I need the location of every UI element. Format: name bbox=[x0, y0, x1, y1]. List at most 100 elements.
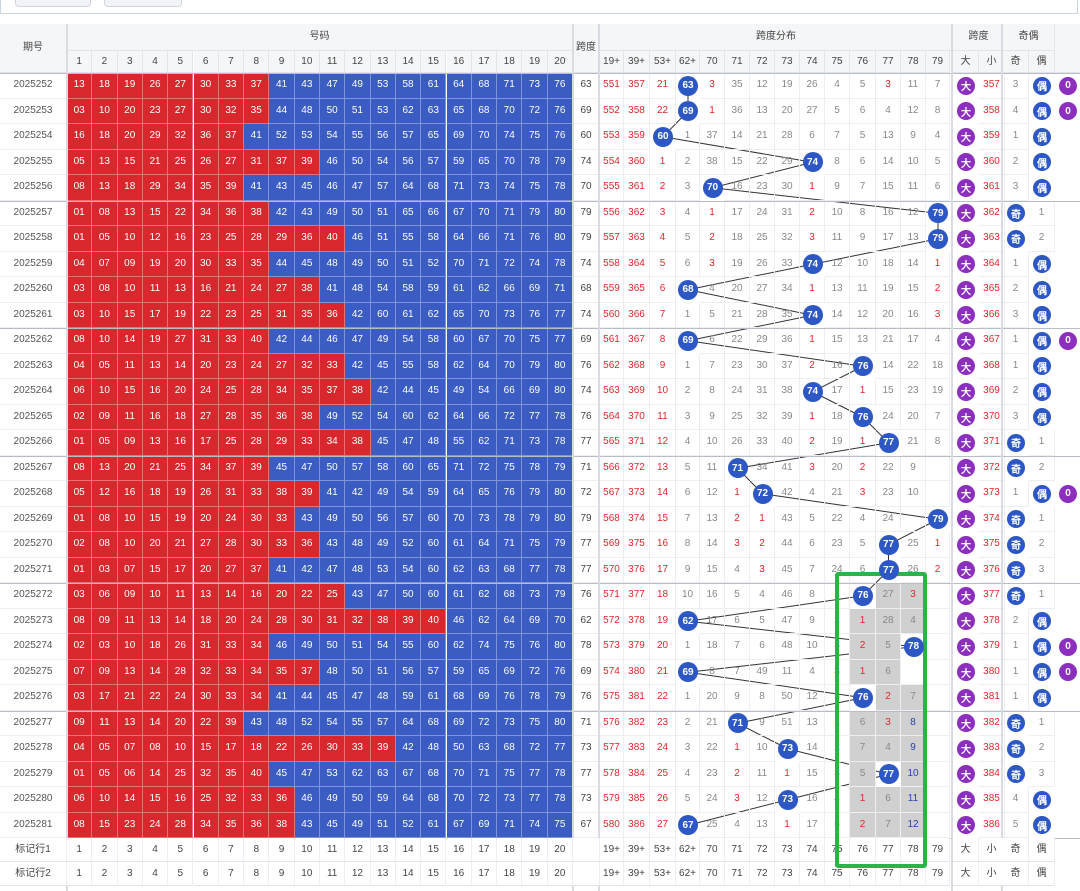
even-ball: 偶 bbox=[1033, 306, 1051, 325]
drawn-number: 49 bbox=[320, 506, 346, 532]
drawn-number: 26 bbox=[168, 634, 194, 660]
drawn-number: 79 bbox=[522, 481, 548, 507]
span-dist-cell: 6 bbox=[800, 124, 825, 150]
drawn-number: 50 bbox=[345, 149, 371, 175]
drawn-number: 58 bbox=[421, 226, 447, 252]
span-dist-cell: 4 bbox=[676, 761, 700, 787]
span-dist-cell: 6 bbox=[850, 710, 876, 736]
span-dist-cell: 2 bbox=[850, 455, 876, 481]
drawn-number: 10 bbox=[117, 532, 143, 558]
big-ball: 大 bbox=[957, 102, 975, 121]
span-dist-cell: 5 bbox=[700, 302, 725, 328]
drawn-number: 37 bbox=[218, 124, 245, 150]
span-dist-cell: 7 bbox=[676, 506, 700, 532]
span-value: 76 bbox=[573, 353, 600, 379]
drawn-number: 14 bbox=[142, 761, 169, 787]
drawn-number: 71 bbox=[497, 226, 523, 252]
span-dist-cell: 26 bbox=[725, 430, 750, 456]
footer-bucket: 79 bbox=[926, 862, 950, 886]
big-ball: 大 bbox=[957, 76, 975, 95]
span-marker: 380 bbox=[624, 659, 650, 685]
drawn-number: 45 bbox=[320, 685, 346, 711]
span-header: 跨度 bbox=[573, 24, 600, 73]
drawn-number: 08 bbox=[92, 532, 118, 558]
drawn-number: 37 bbox=[269, 149, 295, 175]
even-ball: 偶 bbox=[1033, 255, 1051, 274]
drawn-number: 10 bbox=[92, 98, 118, 124]
drawn-number: 29 bbox=[142, 175, 169, 201]
span-dist-cell: 2 bbox=[700, 226, 725, 252]
toolbar-button-left[interactable] bbox=[15, 0, 91, 7]
drawn-number: 34 bbox=[320, 430, 346, 456]
drawn-number: 41 bbox=[320, 277, 346, 303]
span-marker: 358 bbox=[624, 98, 650, 124]
span-hit-ball: 76 bbox=[853, 356, 873, 377]
extra-ball: 0 bbox=[1059, 331, 1077, 350]
span-dist-cell: 48 bbox=[775, 634, 800, 660]
drawn-number: 65 bbox=[446, 302, 472, 328]
drawn-number: 14 bbox=[117, 787, 143, 813]
span-dist-cell bbox=[926, 634, 950, 660]
span-dist-cell: 8 bbox=[700, 379, 725, 405]
span-dist-cell: 14 bbox=[800, 736, 825, 762]
drawn-number: 17 bbox=[193, 430, 219, 456]
span-dist-cell: 5 bbox=[876, 634, 901, 660]
drawn-number: 48 bbox=[269, 710, 295, 736]
drawn-number: 08 bbox=[92, 200, 118, 226]
drawn-number: 36 bbox=[320, 302, 346, 328]
drawn-number: 30 bbox=[244, 506, 270, 532]
toolbar-button-right[interactable] bbox=[104, 0, 182, 7]
period-cell: 2025277 bbox=[0, 710, 67, 736]
drawn-number: 33 bbox=[244, 787, 270, 813]
span-marker: 383 bbox=[624, 736, 650, 762]
span-dist-cell: 8 bbox=[825, 149, 850, 175]
footer-number: 19 bbox=[522, 838, 548, 862]
big-ball: 大 bbox=[957, 790, 975, 809]
span-marker: 566 bbox=[600, 455, 624, 481]
period-cell: 2025254 bbox=[0, 124, 67, 150]
footer-number: 16 bbox=[446, 838, 472, 862]
drawn-number: 50 bbox=[345, 506, 371, 532]
drawn-number: 47 bbox=[345, 685, 371, 711]
drawn-number: 24 bbox=[193, 379, 219, 405]
drawn-number: 42 bbox=[269, 328, 295, 354]
drawn-number: 74 bbox=[497, 124, 523, 150]
drawn-number: 45 bbox=[294, 175, 320, 201]
span-dist-cell: 3 bbox=[825, 634, 850, 660]
span-dist-cell: 13 bbox=[700, 506, 725, 532]
drawn-number: 59 bbox=[421, 277, 447, 303]
span-dist-cell: 9 bbox=[850, 226, 876, 252]
drawn-number: 52 bbox=[269, 124, 295, 150]
drawn-number: 71 bbox=[497, 812, 523, 838]
span-dist-cell: 16 bbox=[901, 302, 926, 328]
big-ball: 大 bbox=[957, 204, 975, 223]
even-ball: 偶 bbox=[1033, 637, 1051, 656]
drawn-number: 70 bbox=[446, 251, 472, 277]
span-hit-ball: 68 bbox=[678, 279, 698, 300]
drawn-number: 54 bbox=[395, 557, 422, 583]
drawn-number: 08 bbox=[67, 608, 93, 634]
span-dist-cell: 6 bbox=[850, 557, 876, 583]
span-marker: 569 bbox=[600, 532, 624, 558]
span-dist-cell: 25 bbox=[700, 812, 725, 838]
span-dist-cell: 13 bbox=[850, 328, 876, 354]
drawn-number: 68 bbox=[497, 557, 523, 583]
footer-bucket: 71 bbox=[725, 862, 750, 886]
drawn-number: 45 bbox=[269, 455, 295, 481]
span-marker: 5 bbox=[650, 251, 676, 277]
footer-number: 2 bbox=[92, 838, 118, 862]
span-dist-cell: 13 bbox=[800, 710, 825, 736]
span-dist-cell: 5 bbox=[825, 98, 850, 124]
even-ball: 偶 bbox=[1033, 382, 1051, 401]
drawn-number: 03 bbox=[67, 302, 93, 328]
span-dist-cell: 26 bbox=[901, 557, 926, 583]
span-dist-cell: 10 bbox=[750, 736, 775, 762]
span-dist-cell: 24 bbox=[876, 404, 901, 430]
big-ball: 大 bbox=[957, 586, 975, 605]
drawn-number: 10 bbox=[92, 302, 118, 328]
span-dist-cell: 2 bbox=[676, 149, 700, 175]
drawn-number: 15 bbox=[193, 736, 219, 762]
span-dist-cell: 24 bbox=[750, 200, 775, 226]
span-dist-cell bbox=[926, 761, 950, 787]
big-ball: 大 bbox=[957, 535, 975, 554]
